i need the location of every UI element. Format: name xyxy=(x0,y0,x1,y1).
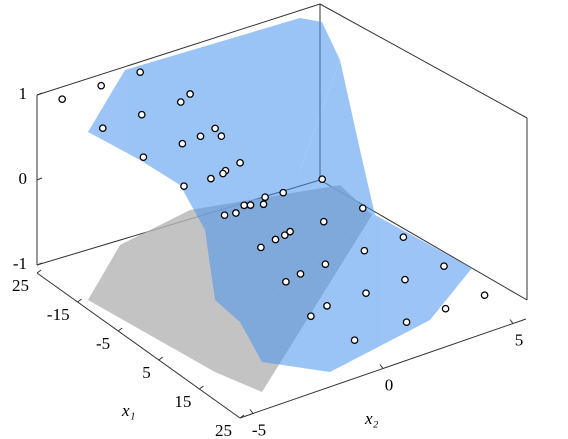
point xyxy=(220,211,229,220)
x2-tick-label: 0 xyxy=(385,375,394,394)
point xyxy=(137,110,146,119)
z-tick xyxy=(36,92,43,96)
point xyxy=(401,275,409,284)
point xyxy=(440,262,448,271)
point xyxy=(362,289,370,298)
x2-tick xyxy=(509,319,514,324)
surface-patch xyxy=(240,215,472,372)
z-tick-label: 0 xyxy=(19,169,28,188)
point xyxy=(186,90,194,98)
point xyxy=(196,132,205,141)
point xyxy=(307,312,315,321)
point xyxy=(323,301,331,310)
point xyxy=(358,204,367,213)
box-edge xyxy=(36,3,321,96)
surface-patch xyxy=(180,60,375,322)
point xyxy=(178,139,187,148)
point xyxy=(58,95,67,104)
point xyxy=(98,124,107,133)
x1-tick-label: 25 xyxy=(215,421,232,439)
point xyxy=(136,68,145,77)
x1-tick-label: 5 xyxy=(142,363,151,382)
point xyxy=(286,227,294,236)
point xyxy=(240,201,249,210)
point xyxy=(318,175,327,184)
x1-tick xyxy=(158,356,164,361)
point xyxy=(321,260,330,269)
point xyxy=(259,200,268,209)
surface xyxy=(88,18,472,372)
point xyxy=(139,153,148,162)
point xyxy=(176,98,185,106)
x1-axis xyxy=(36,272,241,419)
point xyxy=(399,233,408,242)
z-tick-label: -1 xyxy=(13,254,27,273)
x2-tick-label: 5 xyxy=(515,330,524,349)
box-edge xyxy=(319,3,528,119)
x1-tick-label: 15 xyxy=(174,392,191,411)
x1-tick xyxy=(117,327,123,332)
x1-tick-label: -5 xyxy=(96,334,110,353)
x1-axis-label: x₁ xyxy=(121,401,135,420)
point xyxy=(257,243,265,252)
point xyxy=(441,304,450,313)
x1-tick xyxy=(199,385,204,390)
point xyxy=(211,124,219,133)
point xyxy=(279,188,288,197)
point xyxy=(261,193,269,202)
point xyxy=(280,231,289,240)
point xyxy=(350,336,359,345)
point xyxy=(246,201,255,209)
x1-tick xyxy=(77,298,82,303)
point xyxy=(296,270,305,278)
point xyxy=(480,291,489,300)
point xyxy=(97,81,106,90)
point xyxy=(232,209,240,217)
z-tick xyxy=(36,262,43,266)
point xyxy=(402,318,411,327)
point xyxy=(282,277,290,286)
x1-tick xyxy=(239,414,245,419)
x2-axis-label: x₂ xyxy=(364,409,379,428)
point xyxy=(217,132,226,140)
x1-tick-label: 25 xyxy=(12,276,29,295)
x1-tick xyxy=(36,269,42,274)
point xyxy=(219,169,227,178)
x2-tick xyxy=(379,364,384,369)
z-tick-label: 1 xyxy=(19,84,28,103)
point xyxy=(271,235,280,244)
point xyxy=(360,246,369,255)
x2-tick-label: -5 xyxy=(252,420,266,439)
z-tick xyxy=(36,177,43,181)
point xyxy=(180,182,188,191)
x1-tick-label: -15 xyxy=(47,305,70,324)
point xyxy=(207,174,215,183)
x2-tick xyxy=(249,409,254,414)
point xyxy=(236,158,244,167)
point xyxy=(319,217,328,226)
surface-patch xyxy=(88,18,340,195)
